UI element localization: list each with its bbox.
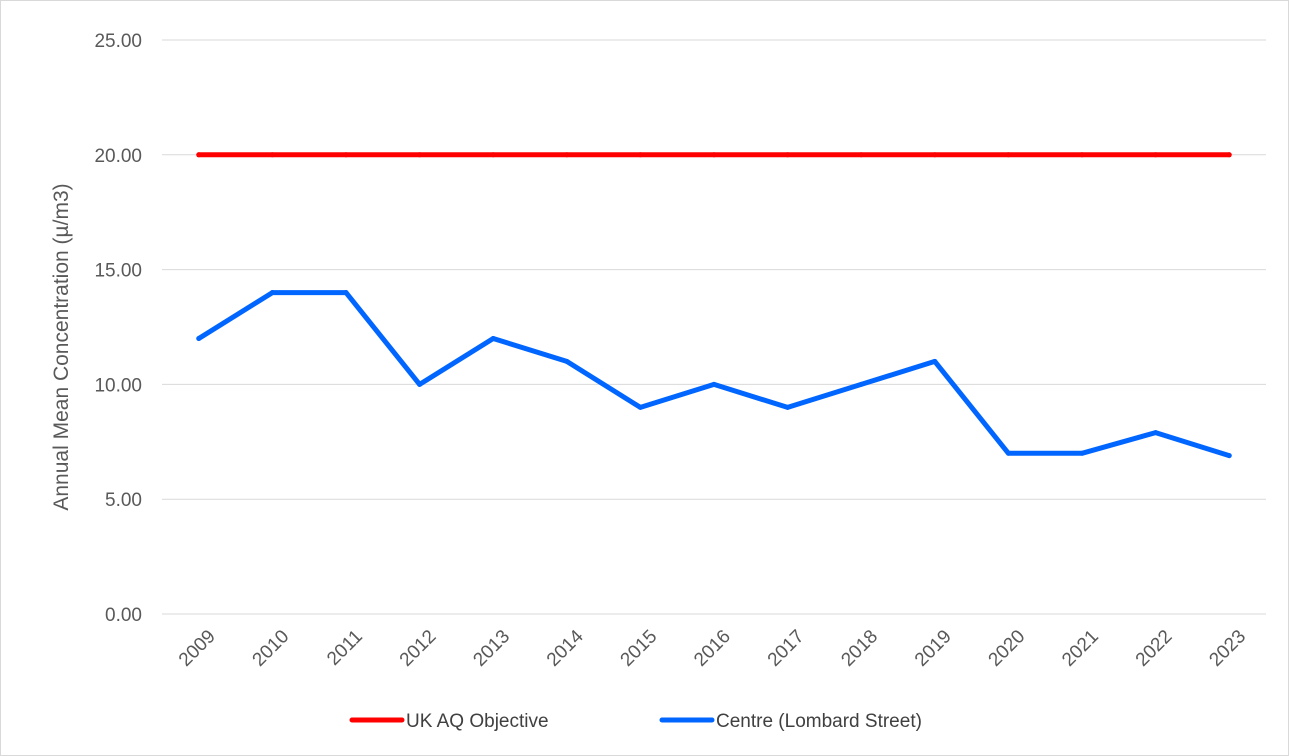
data-point	[343, 290, 349, 296]
data-point	[785, 404, 791, 410]
x-tick-label: 2021	[1058, 626, 1103, 671]
data-point	[637, 152, 643, 158]
data-point	[1153, 152, 1159, 158]
x-tick-label: 2016	[690, 626, 735, 671]
data-point	[932, 358, 938, 364]
x-tick-label: 2018	[837, 626, 882, 671]
y-tick-label: 20.00	[94, 146, 142, 167]
data-point	[269, 290, 275, 296]
data-point	[490, 152, 496, 158]
data-point	[637, 404, 643, 410]
series-line-1	[196, 290, 1232, 459]
x-tick-label: 2009	[175, 626, 220, 671]
data-point	[343, 152, 349, 158]
data-point	[1153, 430, 1159, 436]
x-tick-label: 2010	[249, 626, 294, 671]
data-point	[196, 335, 202, 341]
data-point	[564, 152, 570, 158]
data-point	[1079, 450, 1085, 456]
x-tick-label: 2012	[396, 626, 441, 671]
series-lines	[196, 152, 1232, 459]
data-point	[858, 152, 864, 158]
x-tick-label: 2023	[1205, 626, 1250, 671]
data-point	[1005, 450, 1011, 456]
legend: UK AQ Objective Centre (Lombard Street)	[349, 711, 922, 732]
data-point	[269, 152, 275, 158]
y-axis-ticks: 0.00 5.00 10.00 15.00 20.00 25.00	[94, 31, 142, 626]
legend-label: Centre (Lombard Street)	[716, 711, 922, 732]
x-tick-label: 2013	[469, 626, 514, 671]
data-point	[564, 358, 570, 364]
data-point	[858, 381, 864, 387]
x-tick-label: 2020	[985, 626, 1030, 671]
data-point	[785, 152, 791, 158]
gridlines	[162, 39, 1266, 615]
x-tick-label: 2019	[911, 626, 956, 671]
data-point	[417, 381, 423, 387]
y-tick-label: 10.00	[94, 375, 142, 396]
x-tick-label: 2015	[617, 626, 662, 671]
data-point	[196, 152, 202, 158]
y-tick-label: 15.00	[94, 261, 142, 282]
x-axis-ticks: 2009 2010 2011 2012 2013 2014 2015 2016 2017 2018…	[175, 626, 1250, 671]
data-point	[490, 335, 496, 341]
y-axis-title: Annual Mean Concentration (µ/m3)	[50, 183, 73, 510]
x-tick-label: 2017	[764, 626, 809, 671]
y-tick-label: 0.00	[105, 605, 142, 626]
data-point	[1005, 152, 1011, 158]
y-tick-label: 5.00	[105, 490, 142, 511]
legend-label: UK AQ Objective	[406, 711, 549, 732]
y-tick-label: 25.00	[94, 31, 142, 52]
data-point	[417, 152, 423, 158]
data-point	[1226, 453, 1232, 459]
data-point	[932, 152, 938, 158]
data-point	[711, 152, 717, 158]
x-tick-label: 2011	[323, 626, 367, 670]
x-tick-label: 2014	[543, 626, 588, 671]
data-point	[1226, 152, 1232, 158]
x-tick-label: 2022	[1132, 626, 1177, 671]
data-point	[711, 381, 717, 387]
data-point	[1079, 152, 1085, 158]
